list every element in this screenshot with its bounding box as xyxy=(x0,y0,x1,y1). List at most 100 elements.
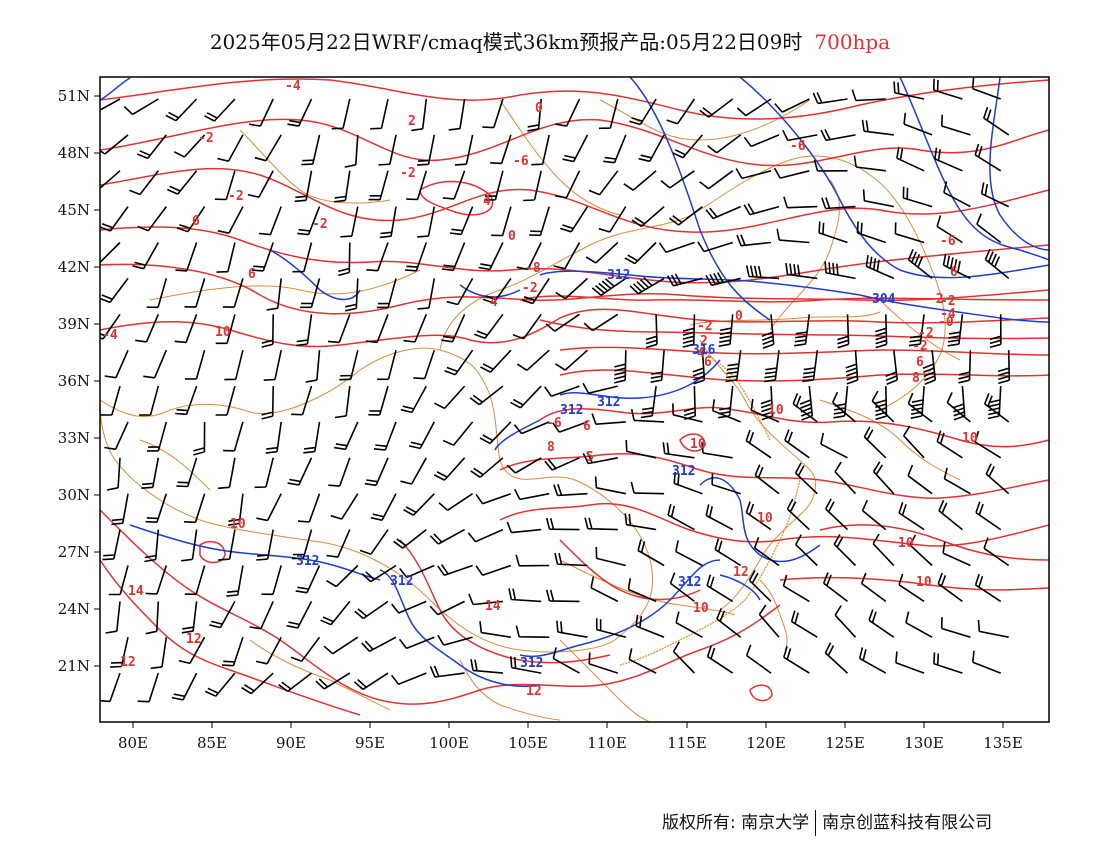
wind-barb xyxy=(413,349,436,380)
wind-barb xyxy=(629,277,665,295)
wind-barb xyxy=(470,659,503,674)
wind-barb xyxy=(845,350,859,385)
wind-barb xyxy=(393,528,427,549)
wind-barb xyxy=(100,206,129,232)
temp-label: -2 xyxy=(228,189,244,204)
wind-barb xyxy=(403,493,435,516)
wind-barb xyxy=(254,457,274,489)
wind-barb xyxy=(376,278,397,309)
wind-barb xyxy=(985,463,1010,495)
lat-tick-label: 45N xyxy=(58,201,90,219)
wind-barb xyxy=(173,134,206,158)
wind-barb xyxy=(745,644,772,674)
wind-barb xyxy=(701,441,733,459)
wind-barb xyxy=(442,170,466,200)
wind-barb xyxy=(515,625,550,638)
wind-barb xyxy=(334,421,359,451)
wind-barb xyxy=(132,242,159,270)
wind-barb xyxy=(595,618,627,638)
wind-barb xyxy=(660,170,695,189)
wind-barb xyxy=(256,493,282,522)
temp-label: 0 xyxy=(735,309,743,324)
wind-barb xyxy=(214,170,236,201)
wind-barb xyxy=(934,147,963,172)
wind-barb xyxy=(442,421,474,446)
height-label: 312 xyxy=(597,395,620,410)
temp-label: -2 xyxy=(697,319,713,334)
wind-barb xyxy=(483,170,504,201)
temp-label: -2 xyxy=(400,166,416,181)
wind-barb xyxy=(368,170,389,201)
wind-barb xyxy=(204,672,236,697)
wind-barb xyxy=(909,534,933,567)
temp-label: 4 xyxy=(490,295,498,310)
wind-barb xyxy=(295,565,321,594)
wind-barb xyxy=(624,513,657,531)
wind-barb xyxy=(699,170,734,190)
wind-barb xyxy=(330,493,359,520)
wind-barb xyxy=(437,634,473,646)
footer-credits: 版权所有: 南京大学 南京创蓝科技有限公司 xyxy=(662,808,992,836)
wind-barb xyxy=(379,206,397,239)
wind-barb xyxy=(137,206,167,232)
wind-barb xyxy=(482,277,512,304)
temp-label: 6 xyxy=(704,355,712,370)
wind-barb xyxy=(174,314,198,344)
lon-tick-label: 125E xyxy=(825,734,865,752)
lon-tick-label: 105E xyxy=(508,734,548,752)
temp-label: 10 xyxy=(690,437,706,452)
temp-label: -6 xyxy=(940,234,956,249)
temp-label: 6 xyxy=(248,267,256,282)
wind-barb xyxy=(218,529,236,561)
wind-barb xyxy=(491,206,512,237)
wind-barb xyxy=(785,262,818,280)
wind-barb xyxy=(399,564,435,579)
wind-barb xyxy=(226,565,244,597)
wind-barb xyxy=(975,501,1002,531)
lon-tick-label: 135E xyxy=(983,734,1023,752)
wind-barb xyxy=(145,493,168,523)
temp-label: 12 xyxy=(733,565,749,580)
wind-barb xyxy=(856,221,887,244)
temp-label: 12 xyxy=(120,655,136,670)
wind-barb xyxy=(479,421,512,445)
wind-barb xyxy=(598,98,619,130)
wind-barb xyxy=(400,385,428,414)
wind-barb xyxy=(792,393,818,423)
wind-barb xyxy=(429,600,465,616)
wind-barb xyxy=(595,546,626,567)
wind-barb xyxy=(344,278,359,312)
wind-barb xyxy=(556,620,588,638)
wind-barb xyxy=(141,457,160,489)
geopotential-height-contours xyxy=(100,77,1049,688)
wind-barb xyxy=(972,650,1001,674)
wind-barb xyxy=(221,636,244,667)
wind-barb xyxy=(705,504,734,531)
wind-barb xyxy=(942,541,971,567)
wind-barb xyxy=(588,652,619,674)
wind-barb xyxy=(217,134,244,162)
wind-barb xyxy=(123,98,159,116)
temp-label: 10 xyxy=(693,601,709,616)
temp-label: -2 xyxy=(912,339,928,354)
coastline xyxy=(619,349,801,666)
temp-label: -4 xyxy=(940,307,956,322)
wind-barb xyxy=(974,430,1002,459)
wind-barb xyxy=(545,313,580,332)
wind-barb xyxy=(261,565,282,596)
wind-barb xyxy=(783,196,818,209)
wind-barb xyxy=(150,637,168,670)
wind-barb xyxy=(594,476,626,495)
wind-barb xyxy=(292,242,313,273)
wind-barb xyxy=(784,429,810,459)
wind-barb xyxy=(872,461,895,495)
height-label: 312 xyxy=(390,574,413,589)
wind-barb xyxy=(513,488,550,501)
wind-barb xyxy=(344,134,359,168)
wind-barb xyxy=(750,398,780,423)
wind-barb xyxy=(862,189,894,208)
wind-barb xyxy=(554,552,588,567)
wind-barbs xyxy=(100,77,1011,703)
wind-barb xyxy=(364,457,389,487)
